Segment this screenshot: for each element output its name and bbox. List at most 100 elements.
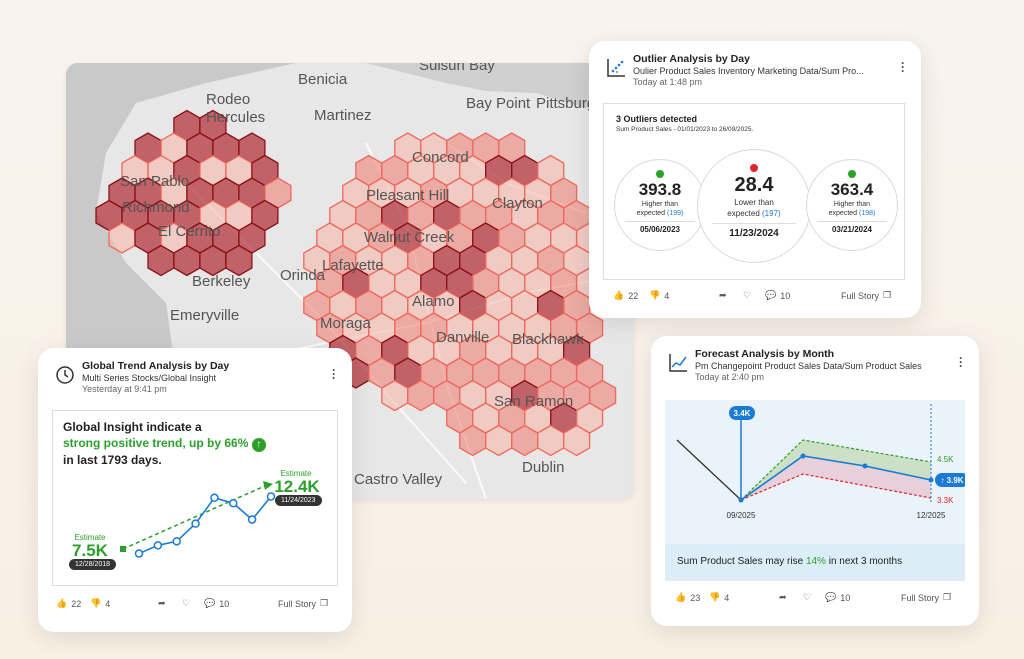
map-place-label: Bay Point bbox=[466, 95, 531, 112]
current-value-label: ↑ 3.9K bbox=[940, 476, 963, 485]
status-dot bbox=[750, 164, 758, 172]
card-footer: 👍 22 👎 4 ➦ ♡ 💬 10 Full Story ❐ bbox=[54, 598, 336, 614]
full-story-label: Full Story bbox=[841, 290, 880, 301]
dislike-count: 4 bbox=[105, 598, 111, 609]
like-button[interactable]: 👍 23 bbox=[675, 592, 700, 603]
estimate-end-date: 11/24/2023 bbox=[275, 495, 322, 506]
trend-card[interactable]: Global Trend Analysis by Day Multi Serie… bbox=[38, 348, 352, 632]
gallery-icon: ❐ bbox=[943, 592, 952, 602]
more-menu-icon[interactable]: · · · bbox=[332, 363, 336, 385]
dislike-button[interactable]: 👎 4 bbox=[649, 290, 669, 301]
forecast-card[interactable]: Forecast Analysis by Month Pm Changepoin… bbox=[651, 336, 979, 626]
like-count: 22 bbox=[628, 290, 639, 301]
map-place-label: Concord bbox=[412, 149, 469, 166]
arrow-up-circle-icon: ↑ bbox=[251, 438, 266, 452]
share-button[interactable]: ➦ bbox=[158, 598, 166, 609]
series-point bbox=[229, 498, 238, 508]
share-button[interactable]: ➦ bbox=[719, 290, 727, 301]
outlier-item[interactable]: 28.4 Lower than expected (197) 11/23/2024 bbox=[697, 149, 811, 263]
outlier-date: 11/23/2024 bbox=[712, 223, 796, 239]
favorite-button[interactable]: ♡ bbox=[182, 598, 190, 609]
series-point bbox=[153, 541, 163, 550]
full-story-link[interactable]: Full Story ❐ bbox=[278, 598, 328, 609]
map-place-label: Alamo bbox=[412, 293, 455, 310]
comment-count: 10 bbox=[840, 592, 851, 603]
map-place-label: Suisun Bay bbox=[419, 63, 495, 74]
comment-icon: 💬 bbox=[204, 598, 216, 608]
full-story-label: Full Story bbox=[278, 598, 317, 609]
map-place-label: Moraga bbox=[320, 315, 371, 332]
changepoint-pill bbox=[729, 406, 755, 420]
card-time: Today at 2:40 pm bbox=[695, 372, 765, 382]
insight-line-3: in last 1793 days. bbox=[63, 453, 162, 467]
map-place-label: San Pablo bbox=[120, 173, 190, 190]
card-subtitle: Oulier Product Sales Inventory Marketing… bbox=[633, 66, 864, 76]
more-menu-icon[interactable]: · · · bbox=[901, 56, 905, 78]
outlier-date: 05/06/2023 bbox=[625, 221, 695, 234]
like-button[interactable]: 👍 22 bbox=[56, 598, 81, 609]
insight-line-1: Global Insight indicate a bbox=[63, 420, 202, 434]
dislike-button[interactable]: 👎 4 bbox=[90, 598, 110, 609]
dislike-button[interactable]: 👎 4 bbox=[709, 592, 729, 603]
outlier-value: 363.4 bbox=[830, 180, 874, 199]
map-place-label: Richmond bbox=[122, 199, 190, 216]
more-menu-icon[interactable]: · · · bbox=[959, 351, 963, 373]
gallery-icon: ❐ bbox=[883, 290, 892, 300]
share-button[interactable]: ➦ bbox=[779, 592, 787, 603]
outlier-desc-2: expected bbox=[828, 210, 858, 217]
full-story-link[interactable]: Full Story ❐ bbox=[841, 290, 891, 301]
insight-line-2: strong positive trend, up by 66% bbox=[63, 436, 249, 450]
comment-button[interactable]: 💬 10 bbox=[765, 290, 790, 301]
comment-button[interactable]: 💬 10 bbox=[825, 592, 850, 603]
full-story-link[interactable]: Full Story ❐ bbox=[901, 592, 951, 603]
outlier-card[interactable]: Outlier Analysis by Day Oulier Product S… bbox=[589, 41, 921, 318]
series-point bbox=[210, 493, 219, 503]
like-button[interactable]: 👍 22 bbox=[613, 290, 638, 301]
heart-icon: ♡ bbox=[803, 592, 812, 602]
share-icon: ➦ bbox=[158, 598, 166, 608]
outlier-value: 28.4 bbox=[734, 174, 774, 196]
trend-line bbox=[122, 484, 268, 550]
dislike-count: 4 bbox=[664, 290, 670, 301]
heart-icon: ♡ bbox=[182, 598, 191, 608]
trend-arrow-icon bbox=[263, 481, 273, 490]
comment-button[interactable]: 💬 10 bbox=[204, 598, 229, 609]
expected-value: (198) bbox=[859, 210, 876, 217]
map-place-label: Pittsburg bbox=[536, 95, 596, 112]
trend-start-marker bbox=[120, 546, 126, 552]
lower-bound-line bbox=[740, 473, 932, 501]
favorite-button[interactable]: ♡ bbox=[803, 592, 811, 603]
thumbs-up-icon: 👍 bbox=[675, 592, 687, 602]
forecast-point bbox=[800, 453, 806, 459]
series-point bbox=[191, 519, 200, 528]
changepoint-value: 3.4K bbox=[734, 409, 751, 418]
map-panel[interactable]: Benicia Suisun Bay Rodeo Hercules Martinez Ba… bbox=[66, 63, 634, 499]
forecast-message: Sum Product Sales may rise 14% in next 3… bbox=[665, 544, 965, 581]
series-point bbox=[134, 549, 144, 558]
card-footer: 👍 22 👎 4 ➦ ♡ 💬 10 Full Story ❐ bbox=[605, 290, 905, 306]
map-place-label: Pleasant Hill bbox=[366, 187, 450, 204]
hex-cell bbox=[563, 424, 591, 457]
favorite-button[interactable]: ♡ bbox=[743, 290, 751, 301]
gallery-icon: ❐ bbox=[320, 598, 329, 608]
estimate-start-value: 7.5K bbox=[72, 541, 108, 560]
x-axis-start-label: 09/2025 bbox=[727, 511, 756, 520]
thumbs-down-icon: 👎 bbox=[90, 598, 102, 608]
card-title: Global Trend Analysis by Day bbox=[82, 360, 230, 372]
comment-count: 10 bbox=[219, 598, 230, 609]
outlier-item[interactable]: 363.4 Higher than expected (198) 03/21/20… bbox=[806, 159, 898, 251]
map-place-label: Walnut Creek bbox=[364, 229, 455, 246]
outlier-item[interactable]: 393.8 Higher than expected (199) 05/06/20… bbox=[614, 159, 706, 251]
msg-post: in next 3 months bbox=[825, 556, 903, 567]
forecast-svg: 3.4K 09/2025 12/2025 4.5K ↑ 3.9K 3.3K bbox=[676, 404, 969, 520]
upper-bound-line bbox=[740, 439, 932, 501]
hex-cell bbox=[537, 424, 565, 457]
like-count: 23 bbox=[690, 592, 701, 603]
estimate-end-label: Estimate bbox=[280, 469, 312, 478]
map-place-label: Lafayette bbox=[322, 257, 384, 274]
heart-icon: ♡ bbox=[743, 290, 752, 300]
card-subtitle: Pm Changepoint Product Sales Data/Sum Pr… bbox=[695, 361, 922, 371]
map-place-label: Hercules bbox=[206, 109, 266, 126]
share-icon: ➦ bbox=[719, 290, 727, 300]
bay-water-north bbox=[366, 63, 634, 108]
